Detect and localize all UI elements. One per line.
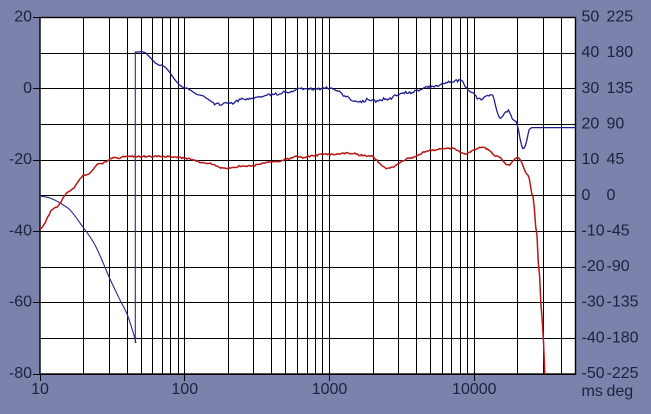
svg-text:20: 20 xyxy=(14,9,32,26)
svg-text:-10: -10 xyxy=(582,222,605,239)
svg-text:-20: -20 xyxy=(9,151,32,168)
svg-text:45: 45 xyxy=(607,151,625,168)
svg-text:-90: -90 xyxy=(607,258,630,275)
svg-text:-45: -45 xyxy=(607,222,630,239)
svg-text:-80: -80 xyxy=(9,365,32,382)
svg-text:30: 30 xyxy=(582,80,600,97)
svg-text:-50: -50 xyxy=(582,365,605,382)
svg-text:1000: 1000 xyxy=(312,381,348,398)
svg-text:ms: ms xyxy=(582,383,603,400)
svg-text:-60: -60 xyxy=(9,294,32,311)
svg-text:40: 40 xyxy=(582,44,600,61)
svg-text:-20: -20 xyxy=(582,258,605,275)
svg-text:-225: -225 xyxy=(607,365,639,382)
svg-text:-40: -40 xyxy=(582,329,605,346)
svg-text:20: 20 xyxy=(582,115,600,132)
svg-text:-135: -135 xyxy=(607,294,639,311)
svg-text:10: 10 xyxy=(31,381,49,398)
svg-text:90: 90 xyxy=(607,115,625,132)
svg-text:-40: -40 xyxy=(9,222,32,239)
svg-text:-30: -30 xyxy=(582,294,605,311)
svg-text:135: 135 xyxy=(607,80,634,97)
svg-text:225: 225 xyxy=(607,9,634,26)
svg-text:deg: deg xyxy=(607,383,634,400)
svg-text:180: 180 xyxy=(607,44,634,61)
svg-text:100: 100 xyxy=(171,381,198,398)
svg-text:50: 50 xyxy=(582,9,600,26)
svg-text:10000: 10000 xyxy=(452,381,497,398)
svg-text:0: 0 xyxy=(607,187,616,204)
svg-text:0: 0 xyxy=(582,187,591,204)
svg-text:10: 10 xyxy=(582,151,600,168)
svg-text:-180: -180 xyxy=(607,329,639,346)
svg-text:0: 0 xyxy=(23,80,32,97)
